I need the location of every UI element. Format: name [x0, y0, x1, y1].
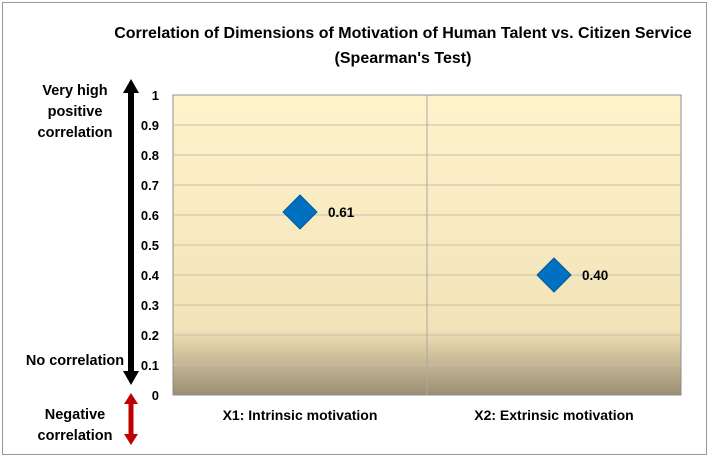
data-point-marker	[282, 194, 318, 230]
annotation-no-correlation: No correlation	[25, 353, 125, 369]
annotation-negative: Negative correlation	[37, 407, 113, 444]
y-tick-label: 0.2	[141, 328, 159, 343]
y-tick-label: 0.1	[141, 358, 159, 373]
y-tick-label: 0	[152, 388, 159, 403]
positive-arrow-head-top	[123, 79, 139, 93]
data-point-marker	[536, 257, 572, 293]
negative-arrow-head-bottom	[124, 434, 138, 445]
y-tick-label: 0.7	[141, 178, 159, 193]
y-tick-label: 1	[152, 88, 159, 103]
y-tick-label: 0.9	[141, 118, 159, 133]
chart-title: Correlation of Dimensions of Motivation …	[114, 25, 692, 67]
y-tick-label: 0.8	[141, 148, 159, 163]
positive-arrow-head-bottom	[123, 371, 139, 385]
negative-arrow-head-top	[124, 393, 138, 404]
annotation-very-high: Very high positive correlation	[37, 83, 113, 141]
data-label: 0.40	[582, 268, 608, 283]
chart-svg: 0 0.1 0.2 0.3 0.4 0.5 0.6 0.7 0.8 0.9 1 X1: Intrin…	[123, 79, 682, 445]
data-label: 0.61	[328, 205, 355, 220]
x-category-label: X1: Intrinsic motivation	[223, 407, 378, 423]
y-tick-label: 0.5	[141, 238, 159, 253]
y-tick-label: 0.6	[141, 208, 159, 223]
x-category-label: X2: Extrinsic motivation	[474, 407, 633, 423]
y-tick-label: 0.4	[141, 268, 160, 283]
y-tick-label: 0.3	[141, 298, 159, 313]
